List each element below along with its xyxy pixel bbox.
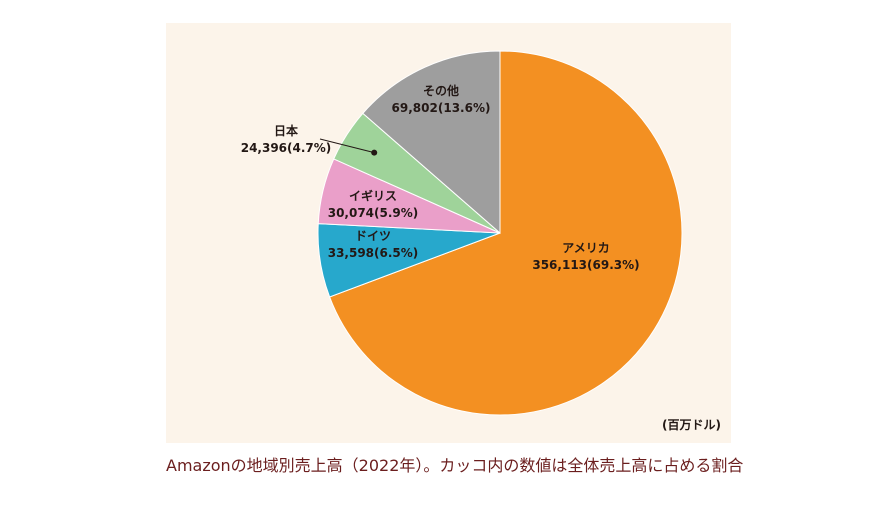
slice-value-label-3: 24,396(4.7%) [241, 141, 332, 155]
pie-chart: アメリカ 356,113(69.3%) ドイツ 33,598(6.5%) イギリス 30,… [241, 50, 683, 416]
chart-caption: Amazonの地域別売上高（2022年）。カッコ内の数値は全体売上高に占める割合 [166, 456, 744, 475]
slice-name-label-3: 日本 [274, 123, 298, 138]
slice-name-label-4: その他 [423, 83, 459, 98]
pie-slice-4 [362, 50, 501, 235]
chart-panel: アメリカ 356,113(69.3%) ドイツ 33,598(6.5%) イギリス 30,… [166, 23, 731, 443]
slice-value-label-4: 69,802(13.6%) [392, 101, 491, 115]
pie-slice-0 [328, 50, 683, 416]
slice-name-label-2: イギリス [349, 188, 397, 203]
leader-dot-3 [371, 149, 378, 156]
slice-name-label-1: ドイツ [355, 229, 391, 243]
unit-label: (百万ドル) [662, 418, 721, 432]
slice-value-label-1: 33,598(6.5%) [328, 246, 419, 260]
slice-value-label-2: 30,074(5.9%) [328, 206, 419, 220]
slice-name-label-0: アメリカ [562, 241, 609, 255]
slice-value-label-0: 356,113(69.3%) [532, 258, 639, 272]
leader-line-3 [319, 138, 375, 154]
